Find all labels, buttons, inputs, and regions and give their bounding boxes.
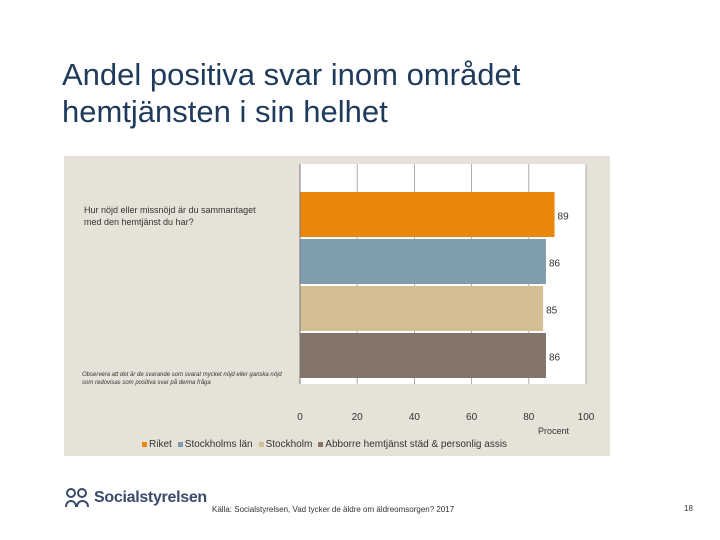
bar bbox=[300, 239, 546, 284]
x-tick-label: 100 bbox=[578, 412, 595, 423]
x-tick-label: 0 bbox=[297, 412, 303, 423]
bar bbox=[300, 192, 555, 237]
bar-value-label: 86 bbox=[549, 259, 561, 270]
bar-value-label: 89 bbox=[558, 212, 570, 223]
legend-swatch bbox=[142, 442, 147, 447]
legend-item: Abborre hemtjänst städ & personlig assis bbox=[318, 439, 507, 450]
slide-title: Andel positiva svar inom området hemtjän… bbox=[62, 56, 682, 130]
legend-label: Stockholm bbox=[265, 439, 313, 450]
note-text: Observera att det är de svarande som sva… bbox=[82, 372, 282, 386]
bar-chart: 0 20 40 60 80 100 89 86 85 86 bbox=[297, 164, 595, 423]
x-axis-unit-label: Procent bbox=[538, 426, 570, 436]
source-text: Källa: Socialstyrelsen, Vad tycker de äl… bbox=[212, 505, 455, 514]
legend-label: Stockholms län bbox=[184, 439, 253, 450]
legend: Riket Stockholms län Stockholm Abborre hemt… bbox=[142, 439, 507, 450]
x-tick-label: 40 bbox=[409, 412, 421, 423]
chart-panel: 0 20 40 60 80 100 89 86 85 86 Hur nöjd eller miss… bbox=[64, 156, 610, 456]
bar-value-label: 86 bbox=[549, 353, 561, 364]
legend-swatch bbox=[177, 442, 183, 447]
bar-value-label: 85 bbox=[546, 306, 558, 317]
legend-swatch bbox=[258, 442, 264, 447]
logo: Socialstyrelsen bbox=[64, 487, 207, 509]
page-number: 18 bbox=[684, 504, 693, 513]
bar bbox=[300, 286, 544, 331]
logo-text: Socialstyrelsen bbox=[94, 489, 207, 506]
legend-item: Stockholm bbox=[258, 439, 313, 450]
socialstyrelsen-logo-icon bbox=[65, 488, 89, 508]
legend-item: Stockholms län bbox=[177, 439, 253, 450]
legend-label: Riket bbox=[149, 439, 172, 450]
legend-swatch bbox=[318, 442, 324, 447]
bar bbox=[300, 333, 546, 378]
legend-item: Riket bbox=[142, 439, 172, 450]
x-tick-label: 80 bbox=[523, 412, 535, 423]
x-tick-label: 20 bbox=[352, 412, 364, 423]
title-line-1: Andel positiva svar inom området bbox=[62, 57, 521, 92]
x-tick-label: 60 bbox=[466, 412, 478, 423]
legend-label: Abborre hemtjänst städ & personlig assis bbox=[325, 439, 508, 450]
question-text: Hur nöjd eller missnöjd är du sammantage… bbox=[84, 205, 256, 227]
title-line-2: hemtjänsten i sin helhet bbox=[62, 94, 388, 129]
